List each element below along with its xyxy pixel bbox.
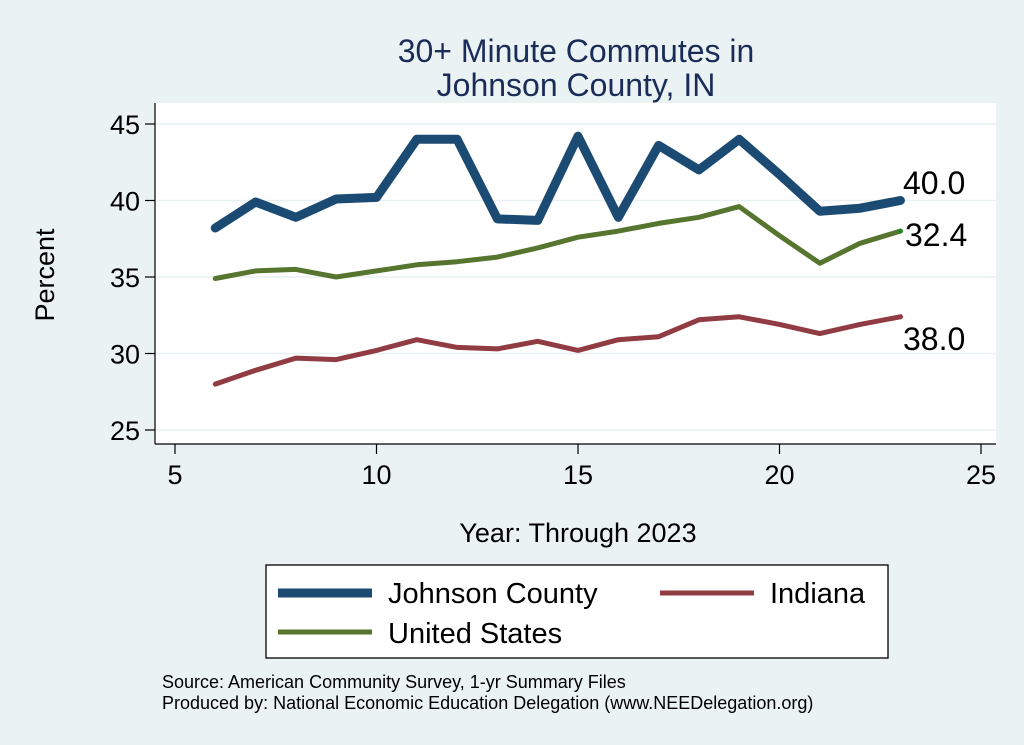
producer-note: Produced by: National Economic Education… bbox=[162, 693, 813, 713]
y-tick-label-45: 45 bbox=[110, 110, 140, 140]
legend-label-johnson-county: Johnson County bbox=[388, 578, 598, 610]
x-tick-label-15: 15 bbox=[563, 460, 593, 490]
source-note: Source: American Community Survey, 1-yr … bbox=[162, 672, 626, 692]
legend: Johnson County Indiana United States bbox=[265, 564, 889, 659]
y-axis-title: Percent bbox=[30, 228, 60, 322]
x-axis-title: Year: Through 2023 bbox=[459, 518, 696, 548]
chart-title-line-1: 30+ Minute Commutes in bbox=[398, 33, 755, 69]
gridlines bbox=[156, 123, 996, 431]
legend-label-indiana: Indiana bbox=[770, 578, 866, 610]
x-tick-label-20: 20 bbox=[764, 460, 794, 490]
x-tick-label-5: 5 bbox=[167, 460, 182, 490]
y-tick-label-25: 25 bbox=[110, 416, 140, 446]
chart-title-line-2: Johnson County, IN bbox=[437, 67, 716, 103]
end-point-united-states bbox=[897, 228, 903, 234]
end-point-johnson-county bbox=[897, 198, 903, 203]
end-point-indiana bbox=[897, 314, 903, 320]
series-line-indiana bbox=[212, 314, 903, 387]
end-label-indiana: 32.4 bbox=[905, 217, 967, 253]
x-tick-label-10: 10 bbox=[361, 460, 391, 490]
y-tick-label-40: 40 bbox=[110, 187, 140, 217]
series-line-united-states bbox=[212, 204, 903, 281]
end-labels: 38.0 32.4 40.0 bbox=[903, 165, 967, 357]
end-label-johnson-county: 40.0 bbox=[903, 165, 965, 201]
y-tick-label-30: 30 bbox=[110, 340, 140, 370]
end-label-united-states: 38.0 bbox=[903, 321, 965, 357]
series-line-johnson-county bbox=[210, 131, 905, 233]
legend-box bbox=[265, 564, 889, 659]
x-axis-ticks: 5 10 15 20 25 bbox=[167, 444, 996, 490]
series-lines bbox=[210, 131, 905, 387]
y-tick-label-35: 35 bbox=[110, 263, 140, 293]
x-tick-label-25: 25 bbox=[966, 460, 996, 490]
plot-area bbox=[155, 103, 996, 444]
legend-label-united-states: United States bbox=[388, 618, 562, 650]
y-axis-ticks: 25 30 35 40 45 bbox=[110, 110, 155, 446]
